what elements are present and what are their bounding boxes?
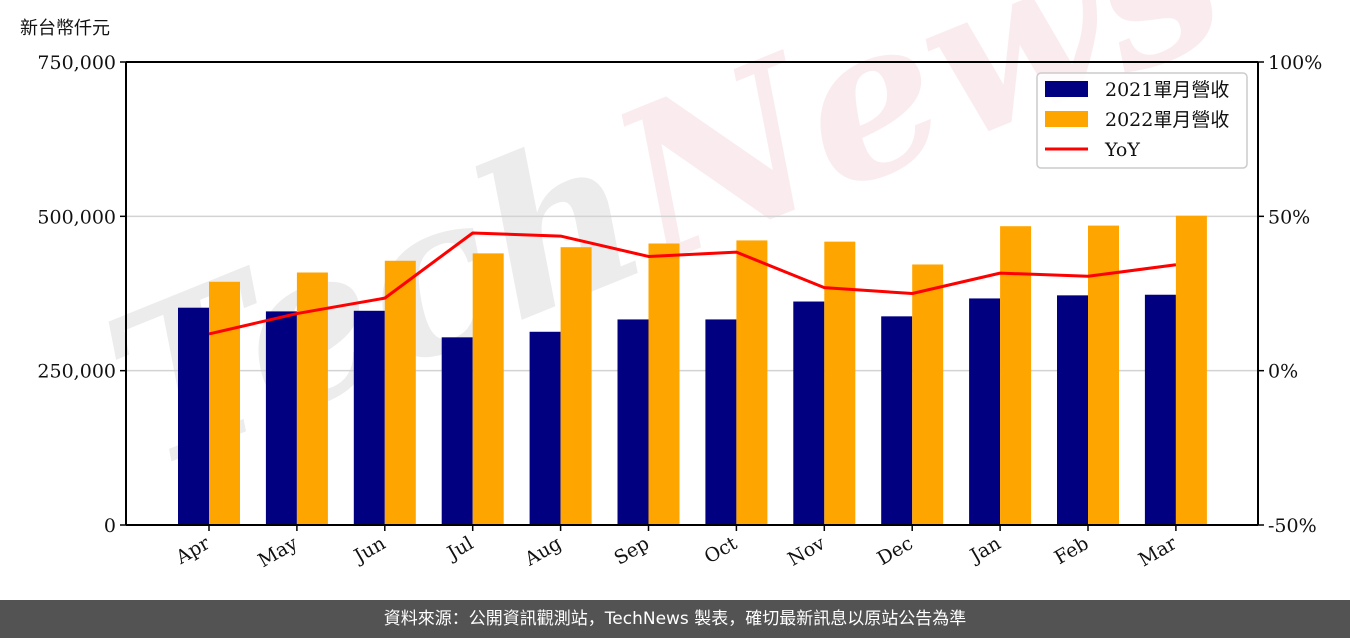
bar-2021-oct	[705, 319, 737, 525]
bar-2021-apr	[178, 307, 209, 525]
bar-2022-nov	[824, 241, 856, 526]
bar-2021-feb	[1057, 295, 1088, 525]
bar-2022-apr	[209, 281, 240, 525]
x-tick-label: Nov	[784, 532, 829, 571]
legend: 2021單月營收 2022單月營收 YoY	[1036, 72, 1248, 169]
bar-2021-aug	[529, 331, 561, 525]
y-tick-label: 500,000	[37, 206, 116, 228]
x-tick-label: Jan	[965, 532, 1005, 568]
bar-2022-dec	[912, 264, 944, 525]
x-tick-label: Jul	[442, 532, 477, 565]
bar-2022-sep	[648, 243, 680, 525]
bar-2021-jan	[969, 298, 1001, 525]
y-axis-unit-label: 新台幣仟元	[20, 18, 110, 39]
bar-2021-dec	[881, 316, 913, 525]
legend-label: 2021單月營收	[1105, 79, 1229, 101]
y2-tick-label: 50%	[1268, 206, 1310, 228]
bar-2021-jul	[441, 337, 473, 525]
legend-swatch-0	[1045, 81, 1088, 97]
x-tick-label: Oct	[701, 532, 742, 568]
y-tick-label: 750,000	[37, 52, 116, 74]
x-tick-label: Dec	[874, 532, 917, 570]
source-footer: 資料來源：公開資訊觀測站，TechNews 製表，確切最新訊息以原站公告為準	[0, 600, 1350, 638]
bar-2021-may	[265, 311, 297, 525]
bar-2022-aug	[560, 247, 592, 525]
bar-2022-feb	[1088, 225, 1119, 526]
bar-2021-jun	[353, 310, 385, 525]
y-tick-label: 250,000	[37, 361, 116, 383]
y2-tick-label: 100%	[1268, 52, 1322, 74]
bar-2022-mar	[1175, 215, 1207, 525]
bar-2021-sep	[617, 319, 649, 525]
footer-source-text: 資料來源：公開資訊觀測站，TechNews 製表，確切最新訊息以原站公告為準	[383, 609, 967, 629]
bar-2022-oct	[736, 240, 768, 525]
x-tick-label: Apr	[171, 532, 214, 569]
yoy-line-series	[208, 231, 1177, 336]
legend-label: 2022單月營收	[1105, 109, 1229, 131]
y-tick-label: 0	[104, 515, 116, 537]
y2-tick-label: 0%	[1268, 361, 1298, 383]
x-tick-label: May	[254, 532, 301, 572]
bar-2022-jul	[472, 253, 504, 525]
bar-2022-jan	[1000, 226, 1032, 525]
x-tick-label: Sep	[610, 532, 653, 569]
y2-tick-label: -50%	[1268, 515, 1317, 537]
bar-2022-may	[296, 272, 328, 525]
x-tick-label: Mar	[1135, 532, 1181, 571]
chart-area: TechNews 0 250,000 500,000 750,000 -50% 0% 50%…	[37, 0, 1322, 572]
x-tick-label: Aug	[520, 532, 565, 571]
bar-series	[178, 215, 1207, 526]
legend-box	[1036, 72, 1248, 169]
legend-swatch-1	[1045, 111, 1088, 127]
bar-2021-mar	[1144, 294, 1176, 525]
x-tick-label: Jun	[349, 532, 390, 568]
legend-label: YoY	[1104, 139, 1140, 161]
bar-2021-nov	[793, 301, 825, 525]
x-tick-label: Feb	[1051, 532, 1093, 569]
yoy-line	[208, 231, 1177, 336]
revenue-chart: TechNews 0250,000500,000750,000-50%0%50%…	[37, 0, 1322, 572]
bar-2022-jun	[384, 260, 416, 525]
